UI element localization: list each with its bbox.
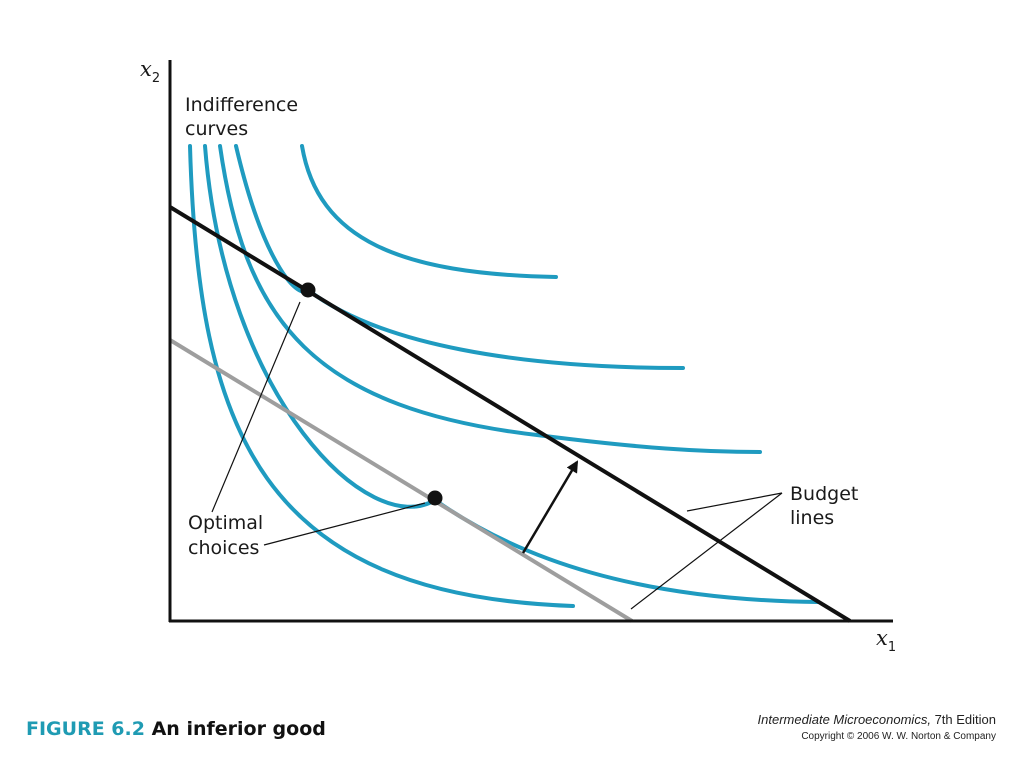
book-edition: 7th Edition: [934, 712, 996, 727]
budget-lines-label: Budget lines: [790, 483, 864, 529]
book-line: Intermediate Microeconomics, 7th Edition: [758, 712, 996, 727]
optimal-choices-label: Optimal choices: [188, 512, 269, 559]
indifference-curve-3: [218, 144, 762, 454]
figure-number: FIGURE 6.2: [26, 718, 145, 740]
indifference-curves-label: Indifference curves: [185, 94, 304, 140]
leader-optimal-lower: [263, 502, 426, 546]
figure-caption: FIGURE 6.2 An inferior good: [26, 718, 326, 740]
leader-budget-gray: [630, 492, 783, 610]
y-axis-label: x2: [140, 57, 160, 86]
leader-lines: [211, 301, 783, 610]
indifference-curve-2: [203, 144, 820, 604]
indifference-label-line2: curves: [185, 118, 248, 140]
leader-budget-black: [686, 492, 783, 512]
figure-title: An inferior good: [151, 718, 326, 740]
budget-label-line1: Budget: [790, 483, 858, 505]
book-credits: Intermediate Microeconomics, 7th Edition…: [758, 712, 996, 742]
copyright-notice: Copyright © 2006 W. W. Norton & Company: [801, 731, 996, 742]
indifference-curve-4: [234, 144, 685, 370]
leader-optimal-upper: [211, 301, 301, 513]
indifference-curve-5: [300, 144, 558, 279]
income-shift-arrow: [521, 460, 579, 554]
budget-label-line2: lines: [790, 507, 834, 529]
indifference-label-line1: Indifference: [185, 94, 298, 116]
indifference-curve-1: [188, 144, 575, 608]
optimal-choice-point-lower: [427, 490, 443, 506]
budget-line-original: [168, 338, 634, 623]
optimal-label-line1: Optimal: [188, 512, 263, 534]
axes: [168, 60, 893, 623]
optimal-label-line2: choices: [188, 537, 259, 559]
budget-line-shifted: [168, 205, 852, 623]
x-axis-label: x1: [876, 626, 896, 655]
book-title: Intermediate Microeconomics,: [757, 712, 931, 727]
optimal-choice-point-upper: [300, 282, 316, 298]
indifference-curves: [188, 144, 820, 608]
